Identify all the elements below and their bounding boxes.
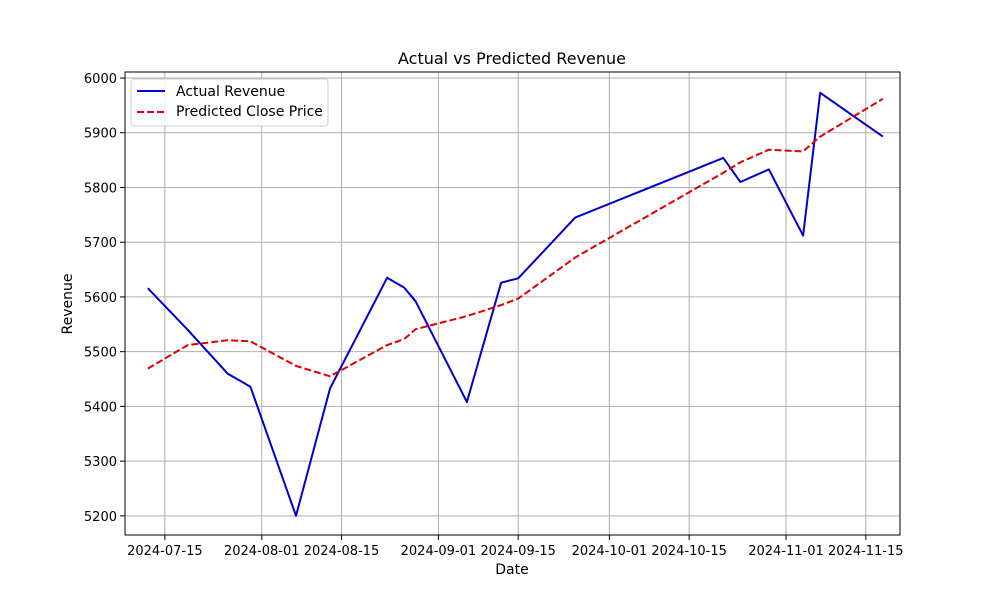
y-tick-label: 5400 <box>84 400 117 415</box>
y-axis: 5200 5300 5400 5500 5600 5700 5800 5900 6000 <box>84 72 125 525</box>
y-tick-label: 5200 <box>84 510 117 525</box>
x-tick-label: 2024-08-15 <box>304 544 380 559</box>
y-tick-label: 5600 <box>84 291 117 306</box>
predicted-close-price-line <box>147 97 884 378</box>
x-tick-label: 2024-08-01 <box>224 544 300 559</box>
x-tick-label: 2024-10-15 <box>651 544 727 559</box>
x-tick-label: 2024-09-15 <box>480 544 556 559</box>
x-tick-label: 2024-10-01 <box>572 544 648 559</box>
y-axis-label: Revenue <box>60 274 76 335</box>
plot-lines <box>147 91 884 517</box>
actual-revenue-line <box>147 91 884 517</box>
grid-lines <box>125 72 900 535</box>
legend-label-actual: Actual Revenue <box>176 84 285 100</box>
y-tick-label: 5500 <box>84 346 117 361</box>
chart-title: Actual vs Predicted Revenue <box>398 49 626 68</box>
legend: Actual Revenue Predicted Close Price <box>130 78 329 127</box>
y-tick-label: 5800 <box>84 181 117 196</box>
legend-box <box>130 78 329 127</box>
y-tick-label: 6000 <box>84 72 117 87</box>
x-tick-label: 2024-07-15 <box>127 544 203 559</box>
y-tick-label: 5900 <box>84 127 117 142</box>
x-axis: 2024-07-15 2024-08-01 2024-08-15 2024-09-01… <box>127 535 904 559</box>
y-tick-label: 5700 <box>84 236 117 251</box>
x-tick-label: 2024-11-15 <box>828 544 904 559</box>
x-axis-label: Date <box>495 562 528 578</box>
legend-label-predicted: Predicted Close Price <box>176 104 323 120</box>
y-tick-label: 5300 <box>84 455 117 470</box>
x-tick-label: 2024-09-01 <box>401 544 477 559</box>
x-tick-label: 2024-11-01 <box>748 544 824 559</box>
plot-frame <box>124 71 901 536</box>
